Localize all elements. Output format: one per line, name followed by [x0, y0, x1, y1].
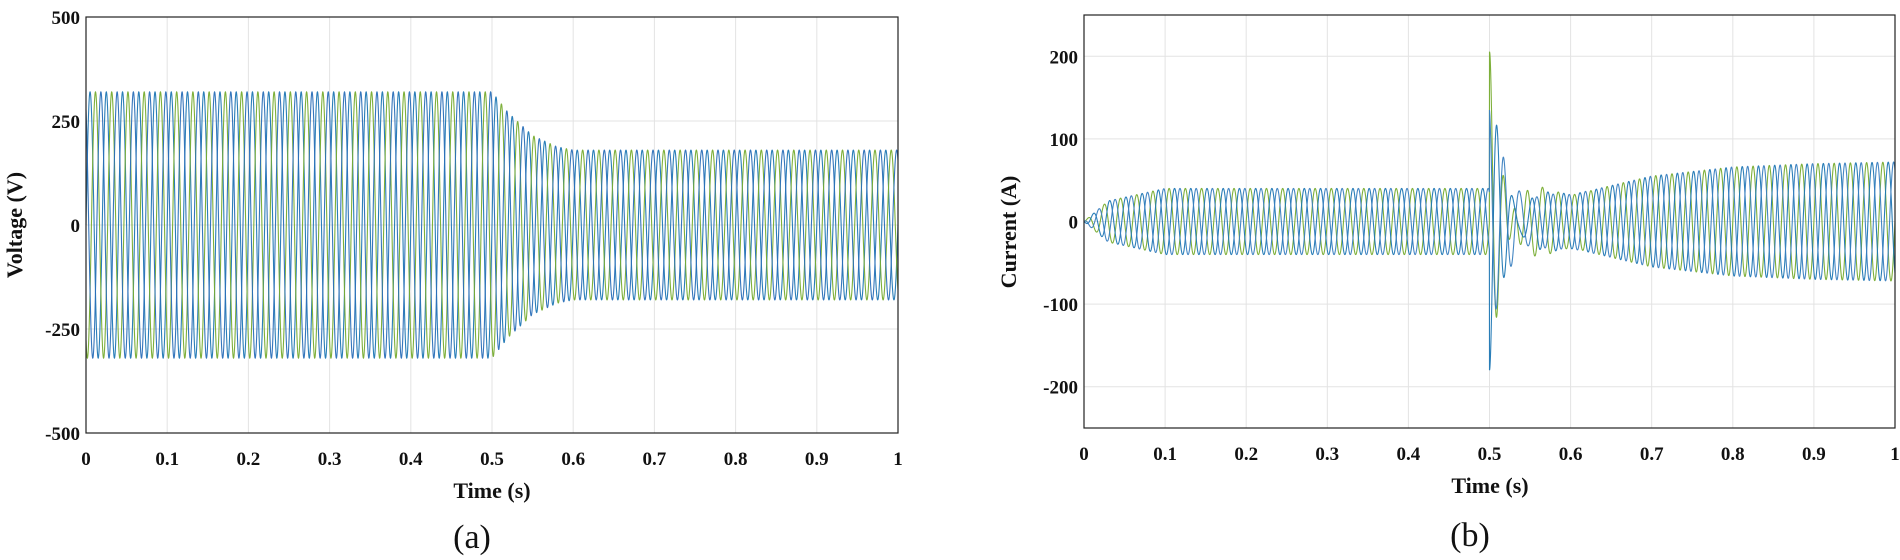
current-x-tick-label: 0.5: [1478, 444, 1502, 465]
voltage-y-axis-label: Voltage (V): [2, 172, 27, 278]
current-x-tick-label: 0.7: [1640, 444, 1664, 465]
panel-label-a: (a): [453, 519, 491, 556]
current-x-tick-label: 0.9: [1802, 444, 1826, 465]
current-plot-frame: [1083, 14, 1896, 429]
current-x-tick-label: 0.4: [1397, 444, 1421, 465]
voltage-y-tick-label: -250: [45, 320, 80, 341]
voltage-plot-frame: [85, 16, 899, 434]
voltage-series-phase-a: [85, 90, 899, 360]
voltage-series-phase-c: [85, 90, 899, 360]
voltage-x-axis-label: Time (s): [453, 478, 530, 503]
voltage-tick-labels: 0 0.1 0.2 0.3 0.4 0.5 0.6 0.7 0.8 0.9 1 -500 -250 0 25…: [45, 8, 903, 470]
current-series-phase-c: [1083, 109, 1896, 310]
voltage-y-tick-label: 500: [52, 8, 81, 29]
current-tick-labels: 0 0.1 0.2 0.3 0.4 0.5 0.6 0.7 0.8 0.9 1 -200 -100 0 10…: [1043, 47, 1900, 465]
current-y-tick-label: 100: [1050, 130, 1079, 151]
current-y-tick-label: -100: [1043, 295, 1078, 316]
panel-label-b: (b): [1450, 517, 1490, 554]
voltage-series-phase-b: [85, 90, 899, 360]
current-chart: 0 0.1 0.2 0.3 0.4 0.5 0.6 0.7 0.8 0.9 1 -200 -100 0 10…: [996, 14, 1900, 554]
voltage-x-tick-label: 0.5: [480, 449, 504, 470]
voltage-x-tick-label: 0.3: [318, 449, 342, 470]
voltage-x-tick-label: 1: [893, 449, 903, 470]
voltage-x-tick-label: 0.4: [399, 449, 423, 470]
current-x-tick-label: 0.6: [1559, 444, 1583, 465]
voltage-x-tick-label: 0.2: [237, 449, 261, 470]
voltage-x-tick-label: 0: [81, 449, 91, 470]
voltage-x-tick-label: 0.8: [724, 449, 748, 470]
voltage-series-group: [85, 90, 899, 360]
current-x-tick-label: 0.1: [1153, 444, 1177, 465]
current-y-tick-label: 0: [1069, 213, 1079, 234]
current-series-phase-b: [1083, 124, 1896, 371]
voltage-x-tick-label: 0.6: [561, 449, 585, 470]
current-x-axis-label: Time (s): [1451, 473, 1528, 498]
current-series-group: [1083, 51, 1896, 371]
current-y-tick-label: -200: [1043, 378, 1078, 399]
current-x-tick-label: 0.8: [1721, 444, 1745, 465]
current-x-tick-label: 0.2: [1234, 444, 1258, 465]
current-y-axis-label: Current (A): [996, 176, 1021, 289]
voltage-x-tick-label: 0.1: [155, 449, 179, 470]
current-y-tick-label: 200: [1050, 47, 1079, 68]
voltage-y-tick-label: 0: [71, 216, 81, 237]
voltage-chart: 0 0.1 0.2 0.3 0.4 0.5 0.6 0.7 0.8 0.9 1 -500 -250 0 25…: [2, 8, 903, 556]
voltage-y-tick-label: 250: [52, 112, 81, 133]
current-series-phase-a: [1083, 51, 1896, 318]
current-x-tick-label: 0.3: [1315, 444, 1339, 465]
current-x-tick-label: 0: [1079, 444, 1089, 465]
voltage-x-tick-label: 0.9: [805, 449, 829, 470]
current-x-tick-label: 1: [1890, 444, 1900, 465]
voltage-y-tick-label: -500: [45, 424, 80, 445]
voltage-x-tick-label: 0.7: [643, 449, 667, 470]
